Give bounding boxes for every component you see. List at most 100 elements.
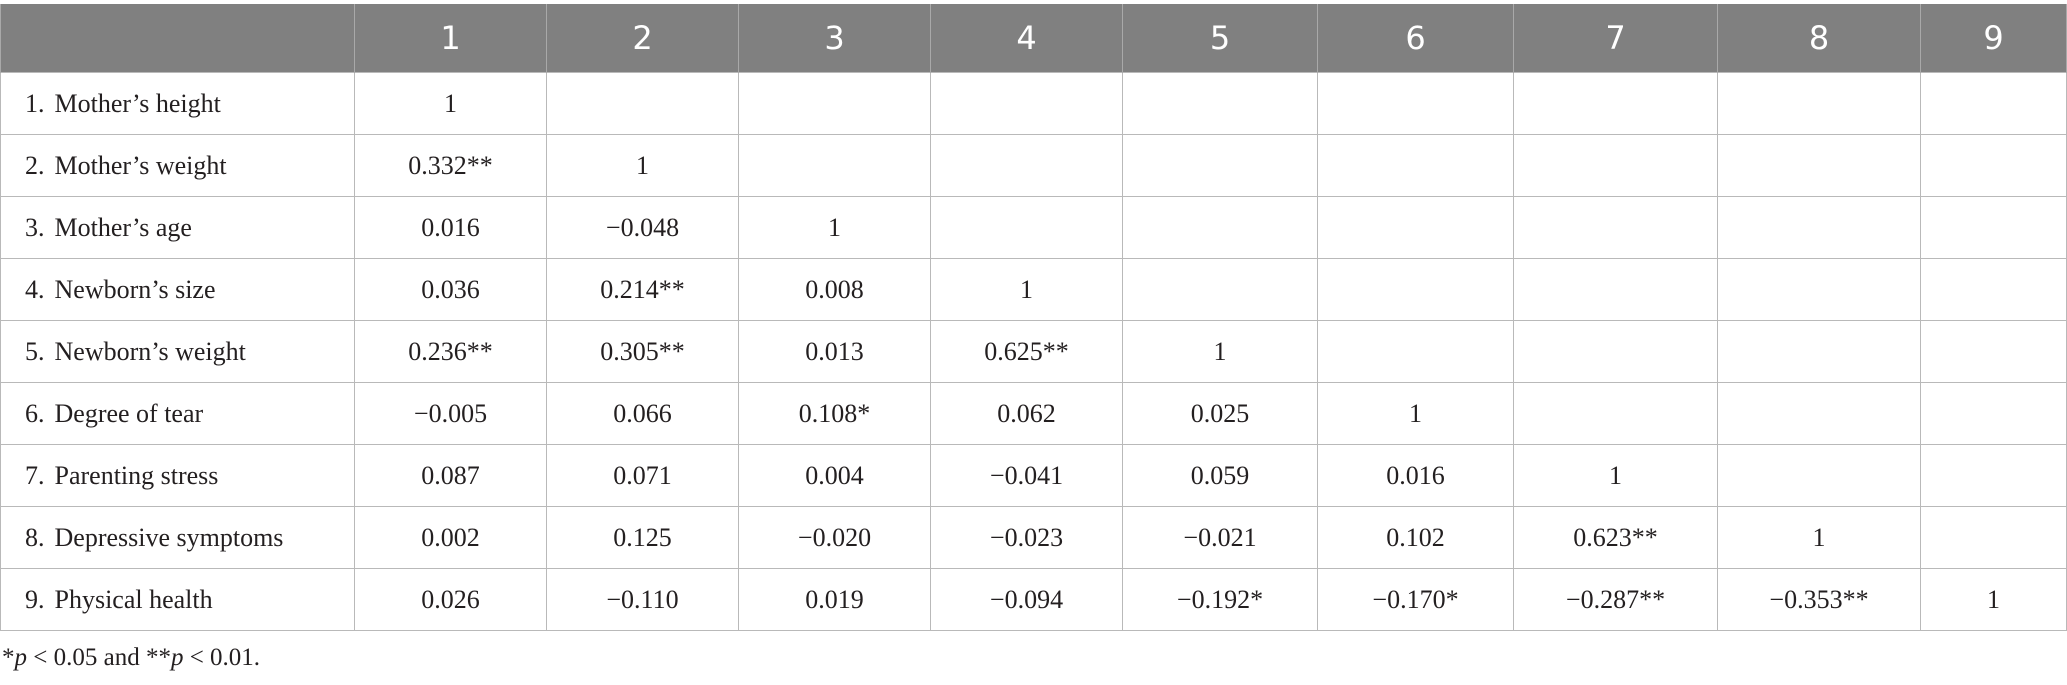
column-header-4: 4 <box>930 4 1123 73</box>
table-cell: −0.005 <box>354 382 547 445</box>
table-cell: 0.059 <box>1122 444 1318 507</box>
table-cell <box>930 196 1123 259</box>
row-number: 5. <box>25 336 45 366</box>
table-cell: 0.019 <box>738 568 931 631</box>
row-number: 2. <box>25 150 45 180</box>
table-cell: −0.287** <box>1513 568 1718 631</box>
footnote-text-1: < 0.05 and ** <box>27 644 171 671</box>
table-cell: 0.625** <box>930 320 1123 383</box>
table-body: 1. Mother’s height 1 2. Mother’s weight 0.332… <box>0 72 2067 631</box>
footnote-text-2: < 0.01. <box>183 644 261 671</box>
table-cell: 0.004 <box>738 444 931 507</box>
table-row: 8. Depressive symptoms 0.002 0.125 −0.020 −0.… <box>0 506 2067 569</box>
column-header-6: 6 <box>1317 4 1514 73</box>
row-label: Depressive symptoms <box>54 522 284 552</box>
table-cell: 0.008 <box>738 258 931 321</box>
table-cell <box>1717 382 1921 445</box>
row-label-cell: 7. Parenting stress <box>0 444 355 507</box>
table-cell <box>1717 134 1921 197</box>
row-number: 7. <box>25 460 45 490</box>
table-row: 3. Mother’s age 0.016 −0.048 1 <box>0 196 2067 259</box>
table-row: 4. Newborn’s size 0.036 0.214** 0.008 1 <box>0 258 2067 321</box>
table-cell <box>1920 258 2067 321</box>
table-cell <box>1717 320 1921 383</box>
row-label-cell: 5. Newborn’s weight <box>0 320 355 383</box>
row-number: 9. <box>25 584 45 614</box>
column-header-9: 9 <box>1920 4 2067 73</box>
column-header-3: 3 <box>738 4 931 73</box>
column-header-1: 1 <box>354 4 547 73</box>
table-cell: 1 <box>1513 444 1718 507</box>
table-cell: 0.016 <box>1317 444 1514 507</box>
table-cell <box>930 134 1123 197</box>
row-label-cell: 8. Depressive symptoms <box>0 506 355 569</box>
row-label: Parenting stress <box>54 460 219 490</box>
table-cell: −0.041 <box>930 444 1123 507</box>
table-cell <box>930 72 1123 135</box>
row-number: 3. <box>25 212 45 242</box>
table-cell: 0.332** <box>354 134 547 197</box>
footnote-p-symbol-2: p <box>170 644 184 671</box>
table-cell <box>1717 444 1921 507</box>
table-cell: 0.102 <box>1317 506 1514 569</box>
table-cell: 1 <box>546 134 739 197</box>
table-cell: −0.094 <box>930 568 1123 631</box>
table-cell <box>1513 258 1718 321</box>
table-cell <box>1920 320 2067 383</box>
table-cell: 1 <box>1317 382 1514 445</box>
table-cell: 0.305** <box>546 320 739 383</box>
table-cell: 0.002 <box>354 506 547 569</box>
table-row: 2. Mother’s weight 0.332** 1 <box>0 134 2067 197</box>
table-cell <box>1317 196 1514 259</box>
table-row: 7. Parenting stress 0.087 0.071 0.004 −0.041 0… <box>0 444 2067 507</box>
table-cell: 0.087 <box>354 444 547 507</box>
table-row: 5. Newborn’s weight 0.236** 0.305** 0.013 0.6… <box>0 320 2067 383</box>
table-cell <box>546 72 739 135</box>
column-header-7: 7 <box>1513 4 1718 73</box>
table-cell: −0.170* <box>1317 568 1514 631</box>
row-label: Degree of tear <box>54 398 204 428</box>
column-header-2: 2 <box>546 4 739 73</box>
row-number: 6. <box>25 398 45 428</box>
table-cell <box>1513 320 1718 383</box>
footnote-star: * <box>2 644 15 671</box>
table-cell: 0.125 <box>546 506 739 569</box>
table-cell <box>1513 134 1718 197</box>
row-label: Newborn’s weight <box>54 336 246 366</box>
row-label: Physical health <box>54 584 213 614</box>
table-cell: 1 <box>1122 320 1318 383</box>
table-cell <box>1513 196 1718 259</box>
row-label-cell: 3. Mother’s age <box>0 196 355 259</box>
column-header-8: 8 <box>1717 4 1921 73</box>
row-label: Newborn’s size <box>54 274 216 304</box>
table-cell: −0.023 <box>930 506 1123 569</box>
table-cell <box>1317 72 1514 135</box>
row-label-cell: 9. Physical health <box>0 568 355 631</box>
table-cell <box>1317 134 1514 197</box>
table-cell: −0.020 <box>738 506 931 569</box>
table-cell: 0.066 <box>546 382 739 445</box>
row-label: Mother’s weight <box>54 150 227 180</box>
table-cell <box>1717 72 1921 135</box>
table-cell <box>1317 320 1514 383</box>
table-cell: −0.192* <box>1122 568 1318 631</box>
table-cell <box>1920 72 2067 135</box>
row-number: 1. <box>25 88 45 118</box>
row-label-cell: 6. Degree of tear <box>0 382 355 445</box>
table-cell: 0.013 <box>738 320 931 383</box>
row-label-cell: 2. Mother’s weight <box>0 134 355 197</box>
table-cell <box>1122 134 1318 197</box>
table-row: 9. Physical health 0.026 −0.110 0.019 −0.094−… <box>0 568 2067 631</box>
table-cell <box>1717 258 1921 321</box>
table-cell: 0.236** <box>354 320 547 383</box>
table-cell <box>1317 258 1514 321</box>
footnote-p-symbol: p <box>14 644 28 671</box>
table-cell: 0.026 <box>354 568 547 631</box>
table-cell: 1 <box>930 258 1123 321</box>
table-footnote: *p < 0.05 and **p < 0.01. <box>2 644 260 672</box>
table-cell: −0.110 <box>546 568 739 631</box>
row-label: Mother’s age <box>54 212 192 242</box>
